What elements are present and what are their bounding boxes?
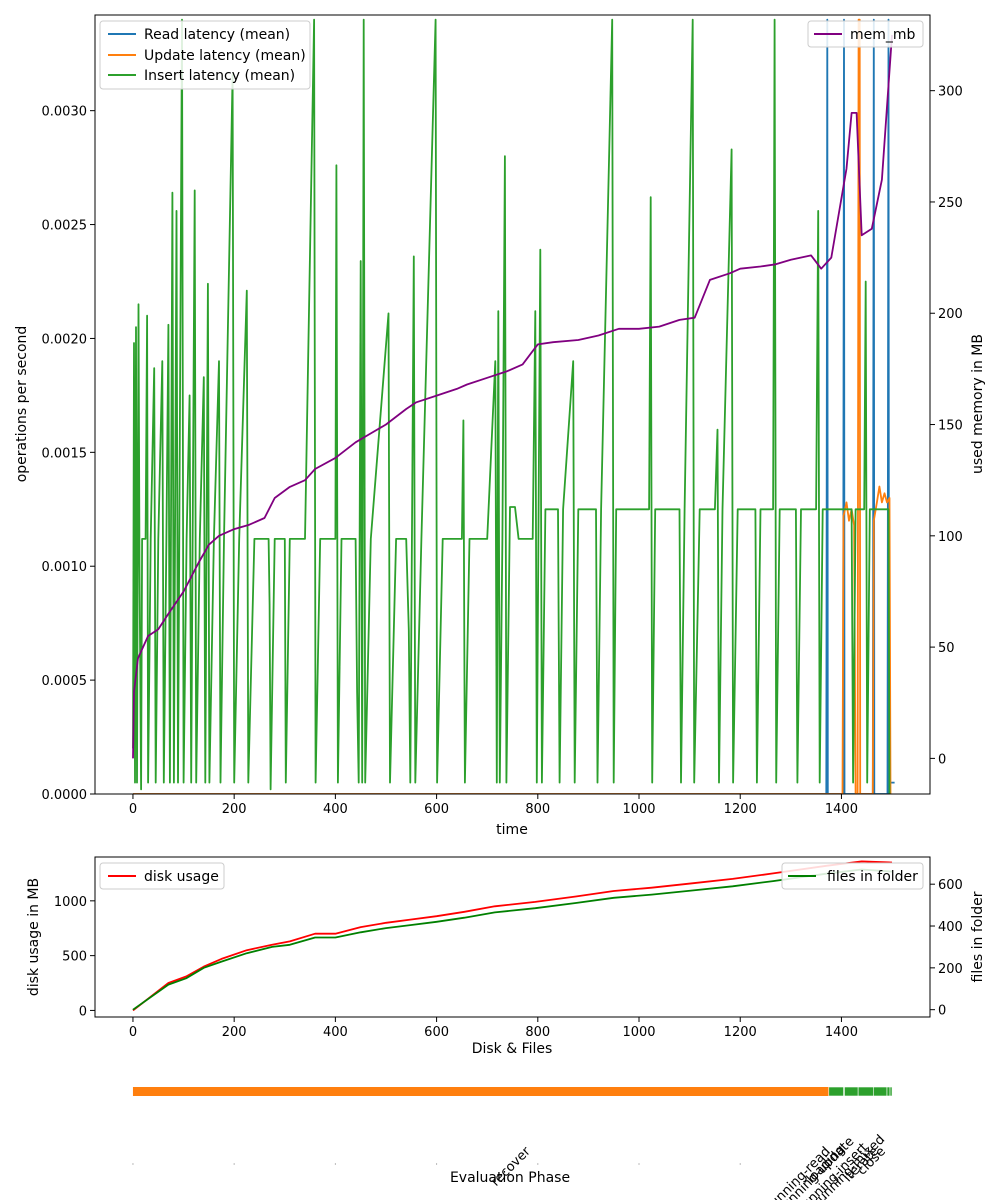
files-legend-box <box>781 862 924 890</box>
latency-y-tick-label: 0.0000 <box>42 788 88 803</box>
memory-y2-axis-label: used memory in MB <box>970 334 986 474</box>
disk-y-ticks: 0 500 1000 <box>54 895 95 1019</box>
disk-y2-tick-label: 200 <box>938 962 963 977</box>
disk-x-tick-label: 600 <box>424 1025 449 1040</box>
legend-mem-label: mem_mb <box>850 27 916 43</box>
latency-y-tick-label: 0.0020 <box>42 332 88 347</box>
latency-x-tick-label: 1200 <box>724 802 757 817</box>
latency-y-ticks: 0.0000 0.0005 0.0010 0.0015 0.0020 0.0025 0.00… <box>42 105 95 803</box>
disk-x-tick-label: 200 <box>222 1025 247 1040</box>
latency-memory-panel: 0 200 400 600 800 1000 1200 1400 0.00000.00050.… <box>14 14 986 838</box>
files-legend: files in folder <box>781 862 924 890</box>
latency-y2-tick-label: 300 <box>938 85 963 100</box>
phase-bar-running-read <box>828 1086 844 1097</box>
files-y2-axis-label: files in folder <box>970 891 986 982</box>
disk-y-tick-label: 1000 <box>54 895 87 910</box>
disk-x-tick-label: 1400 <box>825 1025 858 1040</box>
phase-bar-running-mixed <box>873 1086 888 1097</box>
disk-legend-box <box>99 862 225 890</box>
disk-x-tick-label: 800 <box>525 1025 550 1040</box>
disk-y-tick-label: 500 <box>62 950 87 965</box>
memory-legend: mem_mb <box>807 20 924 48</box>
disk-legend: disk usage <box>99 862 225 890</box>
phase-x-ticks <box>132 1163 842 1165</box>
disk-series-files-in-folder <box>132 868 893 1011</box>
latency-x-tick-label: 1000 <box>622 802 655 817</box>
disk-y2-tick-label: 400 <box>938 920 963 935</box>
disk-x-tick-label: 1000 <box>622 1025 655 1040</box>
latency-x-ticks: 0 200 400 600 800 1000 1200 1400 <box>129 794 858 817</box>
latency-x-tick-label: 0 <box>129 802 137 817</box>
disk-series-group <box>132 860 893 1012</box>
disk-x-axis-label: Disk & Files <box>472 1041 553 1057</box>
disk-files-panel: 0 200 400 600 800 1000 1200 1400 0 500 1000 0 200 4… <box>26 856 986 1057</box>
disk-y-tick-label: 0 <box>79 1004 87 1019</box>
latency-y2-tick-label: 200 <box>938 307 963 322</box>
latency-y-tick-label: 0.0005 <box>42 674 88 689</box>
files-y2-ticks: 0 200 400 600 <box>930 878 963 1019</box>
phase-bar-recover <box>132 1087 829 1096</box>
latency-y2-tick-label: 0 <box>938 752 946 767</box>
memory-y2-ticks: 0 50 100 150 200 250 300 <box>930 85 963 767</box>
phase-bar-running-update <box>844 1086 859 1097</box>
latency-y2-tick-label: 50 <box>938 641 955 656</box>
latency-y2-tick-label: 250 <box>938 196 963 211</box>
latency-y-tick-label: 0.0015 <box>42 446 88 461</box>
disk-y2-tick-label: 600 <box>938 878 963 893</box>
legend-insert-label: Insert latency (mean) <box>144 68 295 84</box>
latency-series-mem-mb <box>132 34 893 759</box>
disk-y2-tick-label: 0 <box>938 1004 946 1019</box>
phase-bars <box>132 1086 893 1097</box>
phase-panel: recover running-readloadingrunning-update… <box>132 1086 893 1204</box>
latency-legend-box <box>99 20 311 90</box>
latency-plot-frame <box>94 14 931 795</box>
latency-x-tick-label: 200 <box>222 802 247 817</box>
phase-bar-close <box>889 1086 893 1097</box>
phase-labels: recover running-readloadingrunning-update… <box>488 1132 888 1204</box>
legend-update-label: Update latency (mean) <box>144 48 306 64</box>
latency-x-tick-label: 600 <box>424 802 449 817</box>
phase-bar-running-insert <box>857 1086 874 1097</box>
legend-files-label: files in folder <box>827 869 918 885</box>
phase-bar-iterate <box>886 1086 891 1097</box>
disk-series-disk-usage <box>132 860 893 1012</box>
disk-x-ticks: 0 200 400 600 800 1000 1200 1400 <box>129 1017 858 1040</box>
latency-series-group <box>132 18 895 794</box>
memory-legend-box <box>807 20 924 48</box>
disk-x-tick-label: 1200 <box>724 1025 757 1040</box>
phase-x-axis-label: Evaluation Phase <box>450 1170 570 1186</box>
latency-series-insert-latency-mean <box>132 18 891 794</box>
latency-x-tick-label: 1400 <box>825 802 858 817</box>
latency-y-tick-label: 0.0010 <box>42 560 88 575</box>
latency-y-axis-label: operations per second <box>14 326 30 483</box>
legend-read-label: Read latency (mean) <box>144 27 290 43</box>
latency-x-axis-label: time <box>496 822 528 838</box>
disk-plot-frame <box>94 856 931 1018</box>
latency-x-tick-label: 800 <box>525 802 550 817</box>
disk-x-tick-label: 400 <box>323 1025 348 1040</box>
latency-y-tick-label: 0.0030 <box>42 105 88 120</box>
legend-disk-label: disk usage <box>144 869 219 885</box>
disk-y-axis-label: disk usage in MB <box>26 878 42 996</box>
latency-y-tick-label: 0.0025 <box>42 219 88 234</box>
latency-legend: Read latency (mean) Update latency (mean… <box>99 20 311 90</box>
latency-x-tick-label: 400 <box>323 802 348 817</box>
latency-y2-tick-label: 150 <box>938 419 963 434</box>
disk-x-tick-label: 0 <box>129 1025 137 1040</box>
latency-y2-tick-label: 100 <box>938 530 963 545</box>
